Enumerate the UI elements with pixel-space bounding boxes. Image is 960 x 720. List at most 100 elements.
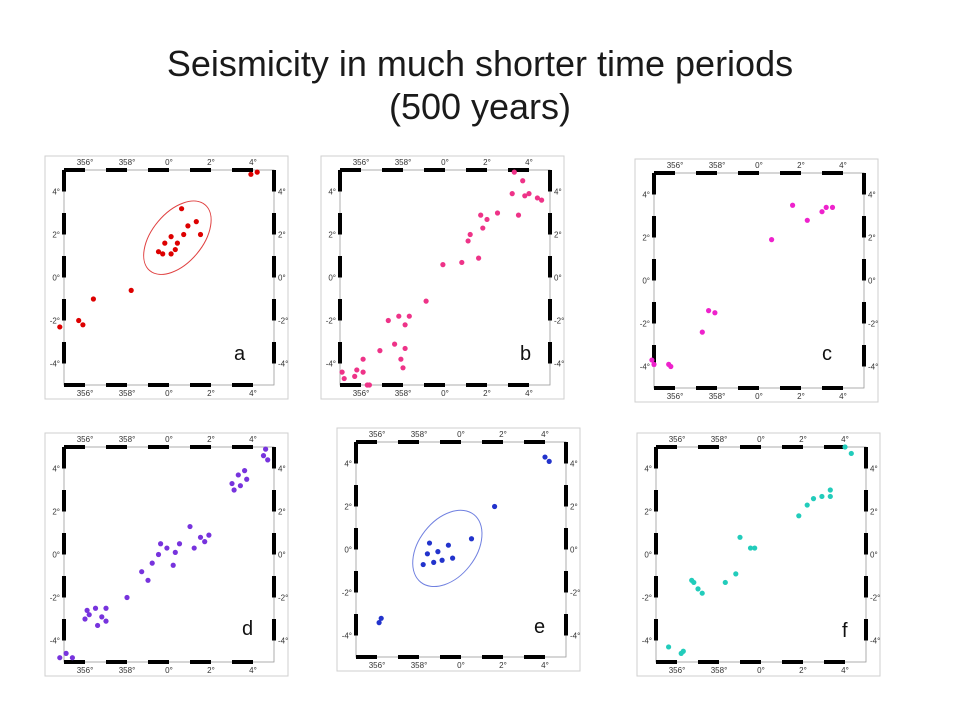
epicenter-point	[699, 590, 705, 596]
y-tick-label-left: 0°	[644, 551, 652, 560]
y-tick-label-left: -2°	[50, 317, 60, 326]
x-tick-label-bottom: 356°	[369, 661, 386, 670]
x-tick-label-bottom: 4°	[841, 666, 849, 675]
epicenter-point	[423, 298, 429, 304]
epicenter-point	[426, 540, 433, 546]
epicenter-point	[242, 468, 248, 474]
x-tick-label-bottom: 0°	[441, 389, 449, 398]
x-tick-label-bottom: 356°	[77, 666, 94, 675]
epicenter-point	[747, 545, 754, 551]
y-tick-label-right: 0°	[278, 551, 286, 560]
y-tick-label-left: 0°	[328, 274, 336, 283]
epicenter-point	[494, 210, 501, 216]
epicenter-point	[57, 655, 63, 661]
x-tick-label-bottom: 0°	[757, 666, 765, 675]
epicenter-point	[263, 446, 269, 452]
epicenter-point	[420, 561, 426, 568]
epicenter-point	[823, 204, 829, 210]
epicenter-point	[244, 476, 250, 482]
panel-label: e	[534, 616, 546, 638]
y-tick-label-left: -2°	[640, 320, 650, 329]
epicenter-point	[352, 373, 358, 379]
epicenter-point	[162, 240, 168, 246]
x-tick-label-top: 2°	[207, 158, 215, 167]
x-tick-label-top: 356°	[77, 435, 94, 444]
x-tick-label-top: 0°	[457, 430, 465, 439]
panel-label: b	[520, 343, 532, 365]
epicenter-point	[651, 361, 657, 367]
y-tick-label-right: 4°	[278, 188, 286, 197]
y-tick-label-right: 4°	[554, 188, 562, 197]
epicenter-point	[848, 450, 854, 457]
epicenter-point	[92, 605, 99, 611]
epicenter-point	[392, 341, 398, 347]
epicenter-point	[819, 493, 825, 500]
epicenter-point	[492, 503, 498, 510]
x-tick-label-top: 358°	[119, 435, 136, 444]
x-tick-label-bottom: 0°	[755, 392, 763, 401]
y-tick-label-right: -2°	[554, 317, 564, 326]
epicenter-point	[804, 502, 810, 508]
epicenter-point	[842, 444, 848, 450]
epicenter-point	[752, 545, 758, 551]
epicenter-point	[722, 579, 728, 586]
slide-title: Seismicity in much shorter time periods …	[0, 42, 960, 128]
x-tick-label-bottom: 358°	[119, 666, 136, 675]
y-tick-label-left: -4°	[342, 632, 352, 641]
epicenter-point	[478, 212, 484, 218]
epicenter-point	[534, 195, 540, 201]
x-tick-label-bottom: 358°	[709, 392, 726, 401]
y-tick-label-right: 2°	[278, 508, 286, 517]
title-line-2: (500 years)	[388, 86, 572, 127]
y-tick-label-left: 0°	[52, 551, 60, 560]
epicenter-point	[164, 545, 170, 551]
y-tick-label-right: 0°	[570, 546, 578, 555]
x-tick-label-bottom: 358°	[395, 389, 412, 398]
epicenter-point	[229, 480, 235, 487]
y-tick-label-left: 2°	[642, 234, 650, 243]
y-tick-label-left: 2°	[644, 508, 652, 517]
epicenter-point	[170, 562, 176, 568]
epicenter-point	[57, 324, 63, 330]
title-line-1: Seismicity in much shorter time periods	[166, 43, 794, 84]
epicenter-point	[145, 577, 151, 583]
x-tick-label-top: 358°	[711, 435, 728, 444]
epicenter-point	[542, 454, 548, 460]
y-tick-label-left: 4°	[644, 465, 652, 474]
y-tick-label-left: 2°	[328, 231, 336, 240]
y-tick-label-right: -4°	[868, 363, 878, 372]
x-tick-label-top: 2°	[799, 435, 807, 444]
epicenter-point	[185, 223, 191, 229]
epicenter-point	[86, 612, 92, 618]
scatter-svg-e: 356° 356° 358° 358° 0° 0° 2° 2° 4° 4° 4° 4° 2° 2° 0° 0°…	[336, 427, 581, 672]
epicenter-point	[76, 317, 82, 324]
x-tick-label-top: 2°	[499, 430, 507, 439]
epicenter-point	[439, 557, 445, 563]
y-tick-label-right: -2°	[870, 594, 880, 603]
epicenter-point	[509, 191, 515, 197]
epicenter-point	[181, 231, 187, 238]
panel-outer-border	[634, 158, 879, 403]
epicenter-point	[90, 296, 96, 302]
epicenter-point	[796, 513, 802, 519]
epicenter-point	[467, 231, 473, 238]
x-tick-label-top: 358°	[119, 158, 136, 167]
epicenter-point	[465, 238, 471, 244]
epicenter-point	[445, 542, 451, 548]
epicenter-point	[468, 536, 475, 542]
epicenter-point	[450, 555, 456, 561]
epicenter-point	[396, 313, 402, 319]
epicenter-point	[260, 453, 267, 459]
epicenter-point	[737, 534, 743, 540]
x-tick-label-top: 4°	[541, 430, 549, 439]
epicenter-point	[248, 171, 254, 177]
epicenter-point	[819, 209, 825, 215]
x-tick-label-top: 358°	[395, 158, 412, 167]
x-tick-label-bottom: 0°	[165, 389, 173, 398]
x-tick-label-bottom: 4°	[249, 389, 257, 398]
scatter-svg-f: 356° 356° 358° 358° 0° 0° 2° 2° 4° 4° 4° 4° 2° 2° 0° 0°…	[636, 432, 881, 677]
x-tick-label-top: 4°	[841, 435, 849, 444]
x-tick-label-bottom: 356°	[353, 389, 370, 398]
panel-label: f	[842, 620, 848, 642]
y-tick-label-left: -2°	[342, 589, 352, 598]
